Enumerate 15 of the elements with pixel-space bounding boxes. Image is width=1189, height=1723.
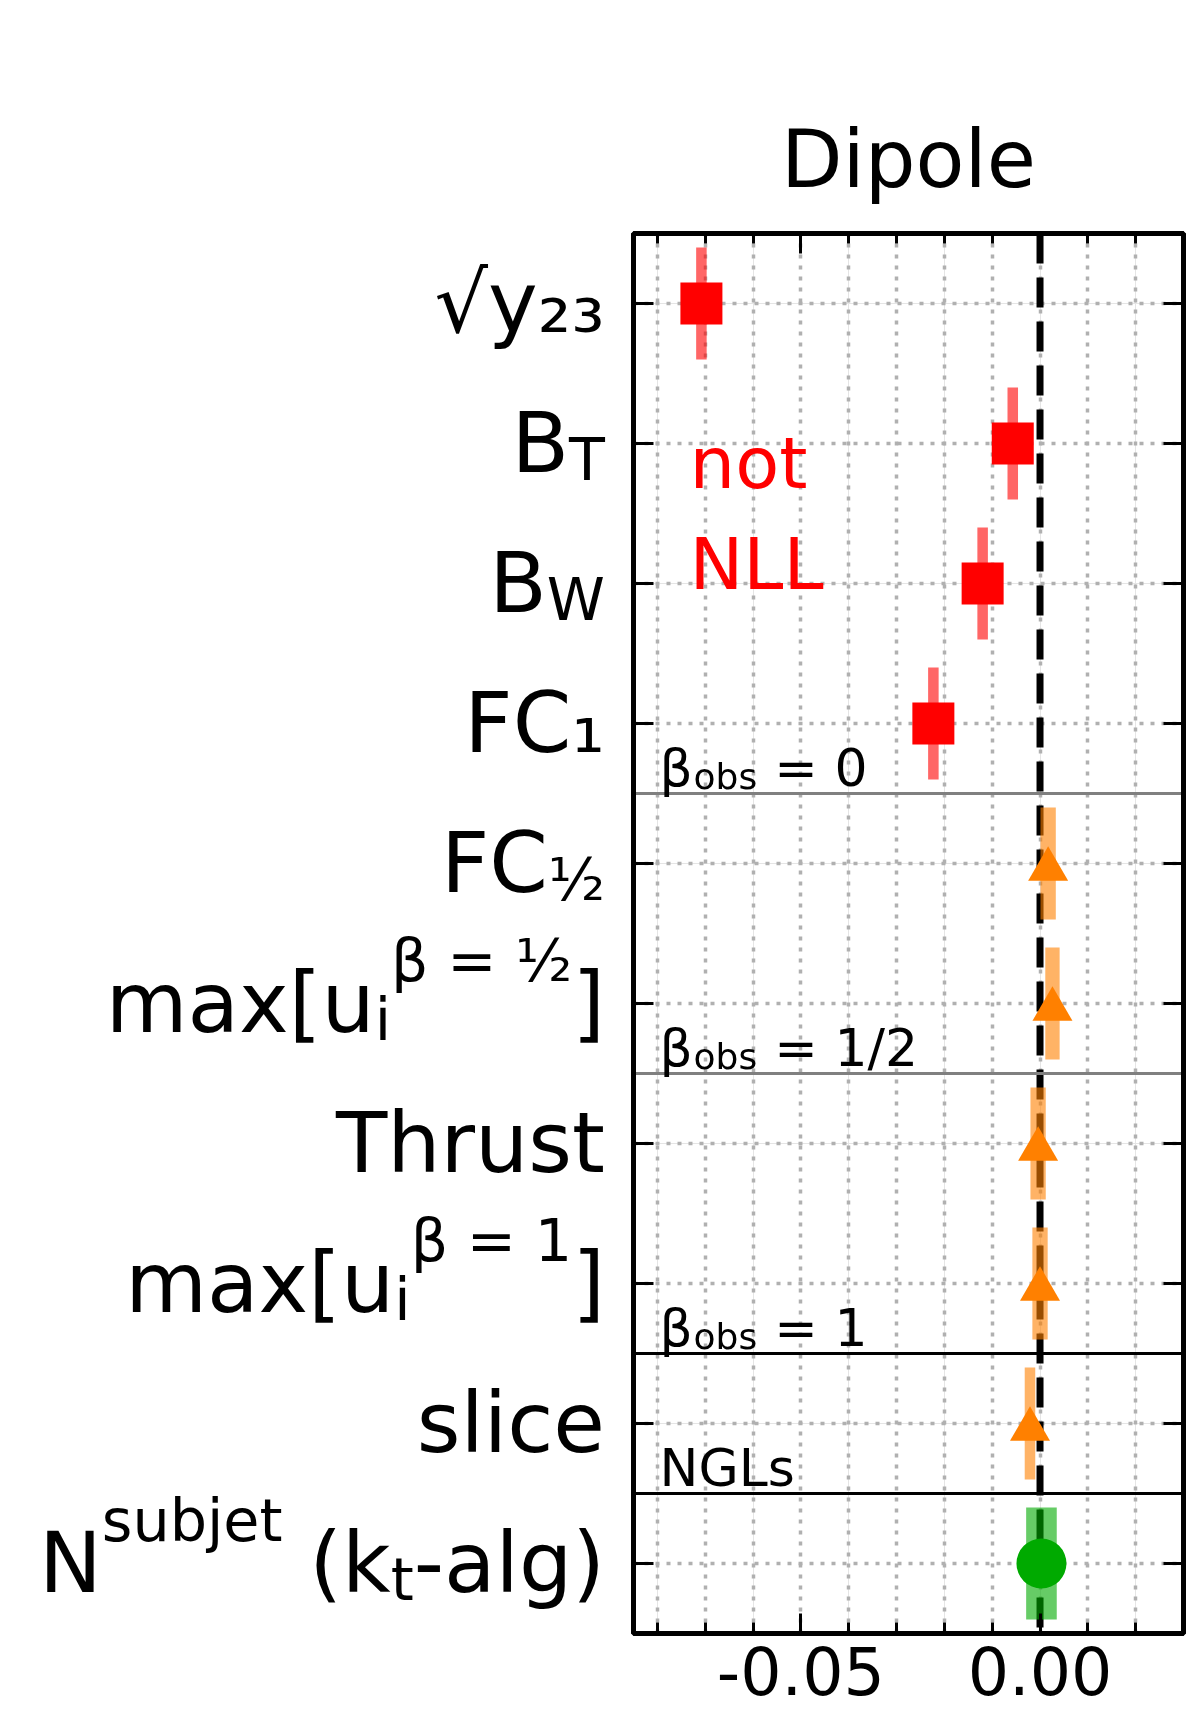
y-tick-label: Thrust [335,1094,605,1192]
x-tick-label: 0.00 [967,1634,1113,1710]
y-tick-label: BT [510,393,605,497]
chart-title: Dipole [781,113,1036,206]
y-tick-label: BW [488,533,605,637]
y-tick-label: FC½ [441,814,605,915]
annotation: βobs = 1/2 [659,1017,919,1078]
x-tick-label: -0.05 [716,1634,885,1710]
annotation: βobs = 1 [659,1297,868,1358]
series-label: not NLL [689,421,824,606]
y-tick-label: √y₂₃ [433,253,605,354]
y-tick-label: FC₁ [463,673,605,774]
annotation: βobs = 0 [659,737,868,798]
y-tick-label: slice [416,1374,605,1472]
annotation: NGLs [659,1437,795,1498]
